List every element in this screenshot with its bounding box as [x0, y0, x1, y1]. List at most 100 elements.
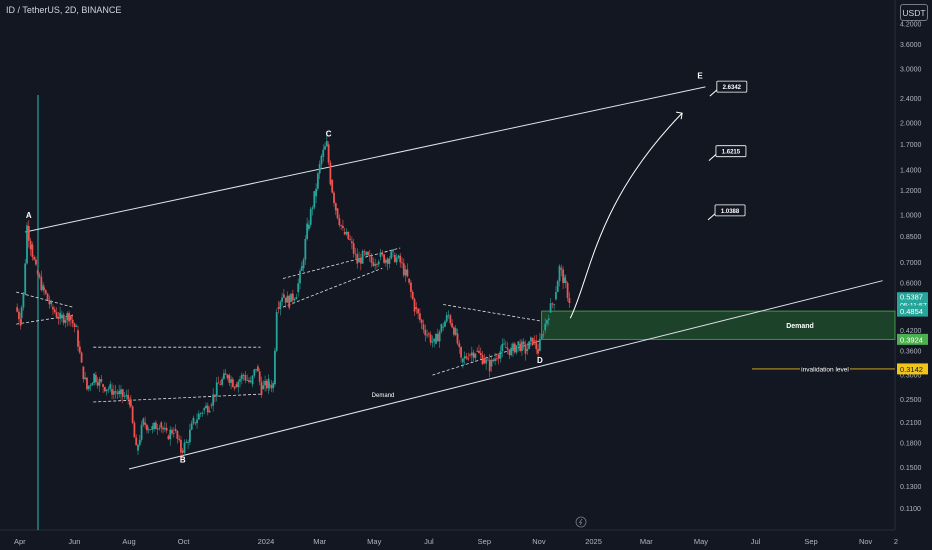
candle-body	[304, 238, 307, 260]
candle-body	[31, 244, 34, 257]
candle-body	[265, 380, 268, 389]
price-tick-label: 0.6000	[900, 280, 922, 287]
candle-body	[347, 231, 350, 240]
candle-body	[53, 309, 56, 313]
candle-body	[356, 254, 359, 264]
candle-body	[181, 450, 184, 453]
candle-body	[48, 299, 51, 305]
candle-body	[295, 297, 298, 300]
candle-body	[125, 394, 128, 397]
candle-body	[524, 344, 527, 354]
candle-body	[52, 307, 54, 310]
candle-body	[377, 261, 380, 265]
candle-body	[444, 321, 446, 327]
candle-body	[129, 399, 132, 407]
candle-body	[495, 358, 498, 360]
candle-body	[185, 441, 188, 443]
candle-body	[221, 379, 224, 385]
price-tick-label: 1.0000	[900, 212, 922, 219]
candles-group	[16, 134, 571, 459]
candle-body	[24, 263, 27, 295]
candle-body	[508, 349, 511, 356]
candle-body	[35, 259, 37, 265]
candle-body	[153, 422, 155, 429]
candle-body	[535, 340, 538, 350]
candle-body	[510, 347, 513, 356]
candle-body	[352, 243, 355, 254]
candle-body	[417, 308, 420, 314]
candle-body	[544, 323, 547, 331]
candle-body	[103, 386, 106, 392]
candle-body	[102, 384, 104, 387]
candle-body	[272, 383, 275, 389]
candle-body	[71, 319, 74, 324]
candle-body	[20, 307, 23, 319]
demand-zone-label: Demand	[786, 323, 814, 330]
candle-body	[316, 173, 319, 189]
time-tick-label: Aug	[122, 537, 135, 546]
candle-body	[240, 374, 243, 380]
candle-body	[82, 366, 85, 380]
candle-body	[354, 253, 357, 255]
time-tick-label: Jul	[424, 537, 434, 546]
candle-body	[197, 413, 200, 420]
candle-body	[248, 380, 250, 382]
candle-body	[515, 345, 518, 353]
candle-body	[522, 341, 525, 345]
candle-body	[415, 307, 418, 309]
candle-body	[558, 266, 561, 282]
candle-body	[320, 155, 323, 165]
price-tick-label: 1.7000	[900, 142, 922, 149]
candle-body	[318, 164, 321, 174]
candle-body	[215, 382, 218, 397]
candle-body	[123, 396, 126, 398]
candle-body	[406, 269, 409, 277]
candle-body	[156, 428, 159, 430]
price-tick-label: 0.2100	[900, 420, 922, 427]
candle-body	[368, 255, 371, 257]
price-tick-label: 0.1500	[900, 465, 922, 472]
candle-body	[171, 429, 173, 434]
lightning-glyph	[578, 518, 583, 526]
candle-body	[449, 315, 452, 324]
time-tick-label: Nov	[532, 537, 546, 546]
currency-button[interactable]: USDT	[900, 4, 928, 21]
channel-upper-line	[25, 86, 706, 233]
candle-body	[223, 373, 225, 380]
candle-body	[206, 405, 209, 413]
candle-body	[546, 320, 548, 324]
candle-body	[358, 258, 360, 263]
candle-body	[43, 287, 45, 291]
candle-body	[77, 330, 79, 347]
candle-body	[44, 290, 47, 294]
price-tick-label: 4.2000	[900, 22, 922, 29]
candle-body	[149, 429, 152, 431]
candle-body	[233, 386, 236, 389]
candle-body	[476, 350, 479, 352]
candle-body	[488, 360, 491, 372]
candle-body	[228, 375, 231, 383]
candle-body	[329, 162, 332, 185]
candle-body	[551, 303, 554, 305]
candle-body	[445, 315, 448, 322]
candle-body	[324, 146, 326, 150]
candle-body	[151, 426, 154, 430]
price-tick-label: 2.4000	[900, 96, 922, 103]
candle-body	[379, 252, 382, 257]
candle-body	[87, 385, 90, 390]
candle-body	[78, 346, 81, 353]
candle-body	[465, 356, 468, 359]
price-tick-label: 0.3600	[900, 348, 922, 355]
candle-body	[386, 258, 389, 264]
wave-label: A	[26, 211, 32, 220]
candle-body	[133, 422, 136, 438]
candle-body	[293, 299, 296, 301]
target-box	[714, 204, 746, 217]
candle-body	[349, 239, 351, 241]
candle-body	[397, 255, 400, 258]
candle-body	[533, 340, 536, 341]
candle-body	[137, 444, 139, 451]
candle-body	[538, 339, 541, 351]
candle-body	[264, 380, 266, 386]
